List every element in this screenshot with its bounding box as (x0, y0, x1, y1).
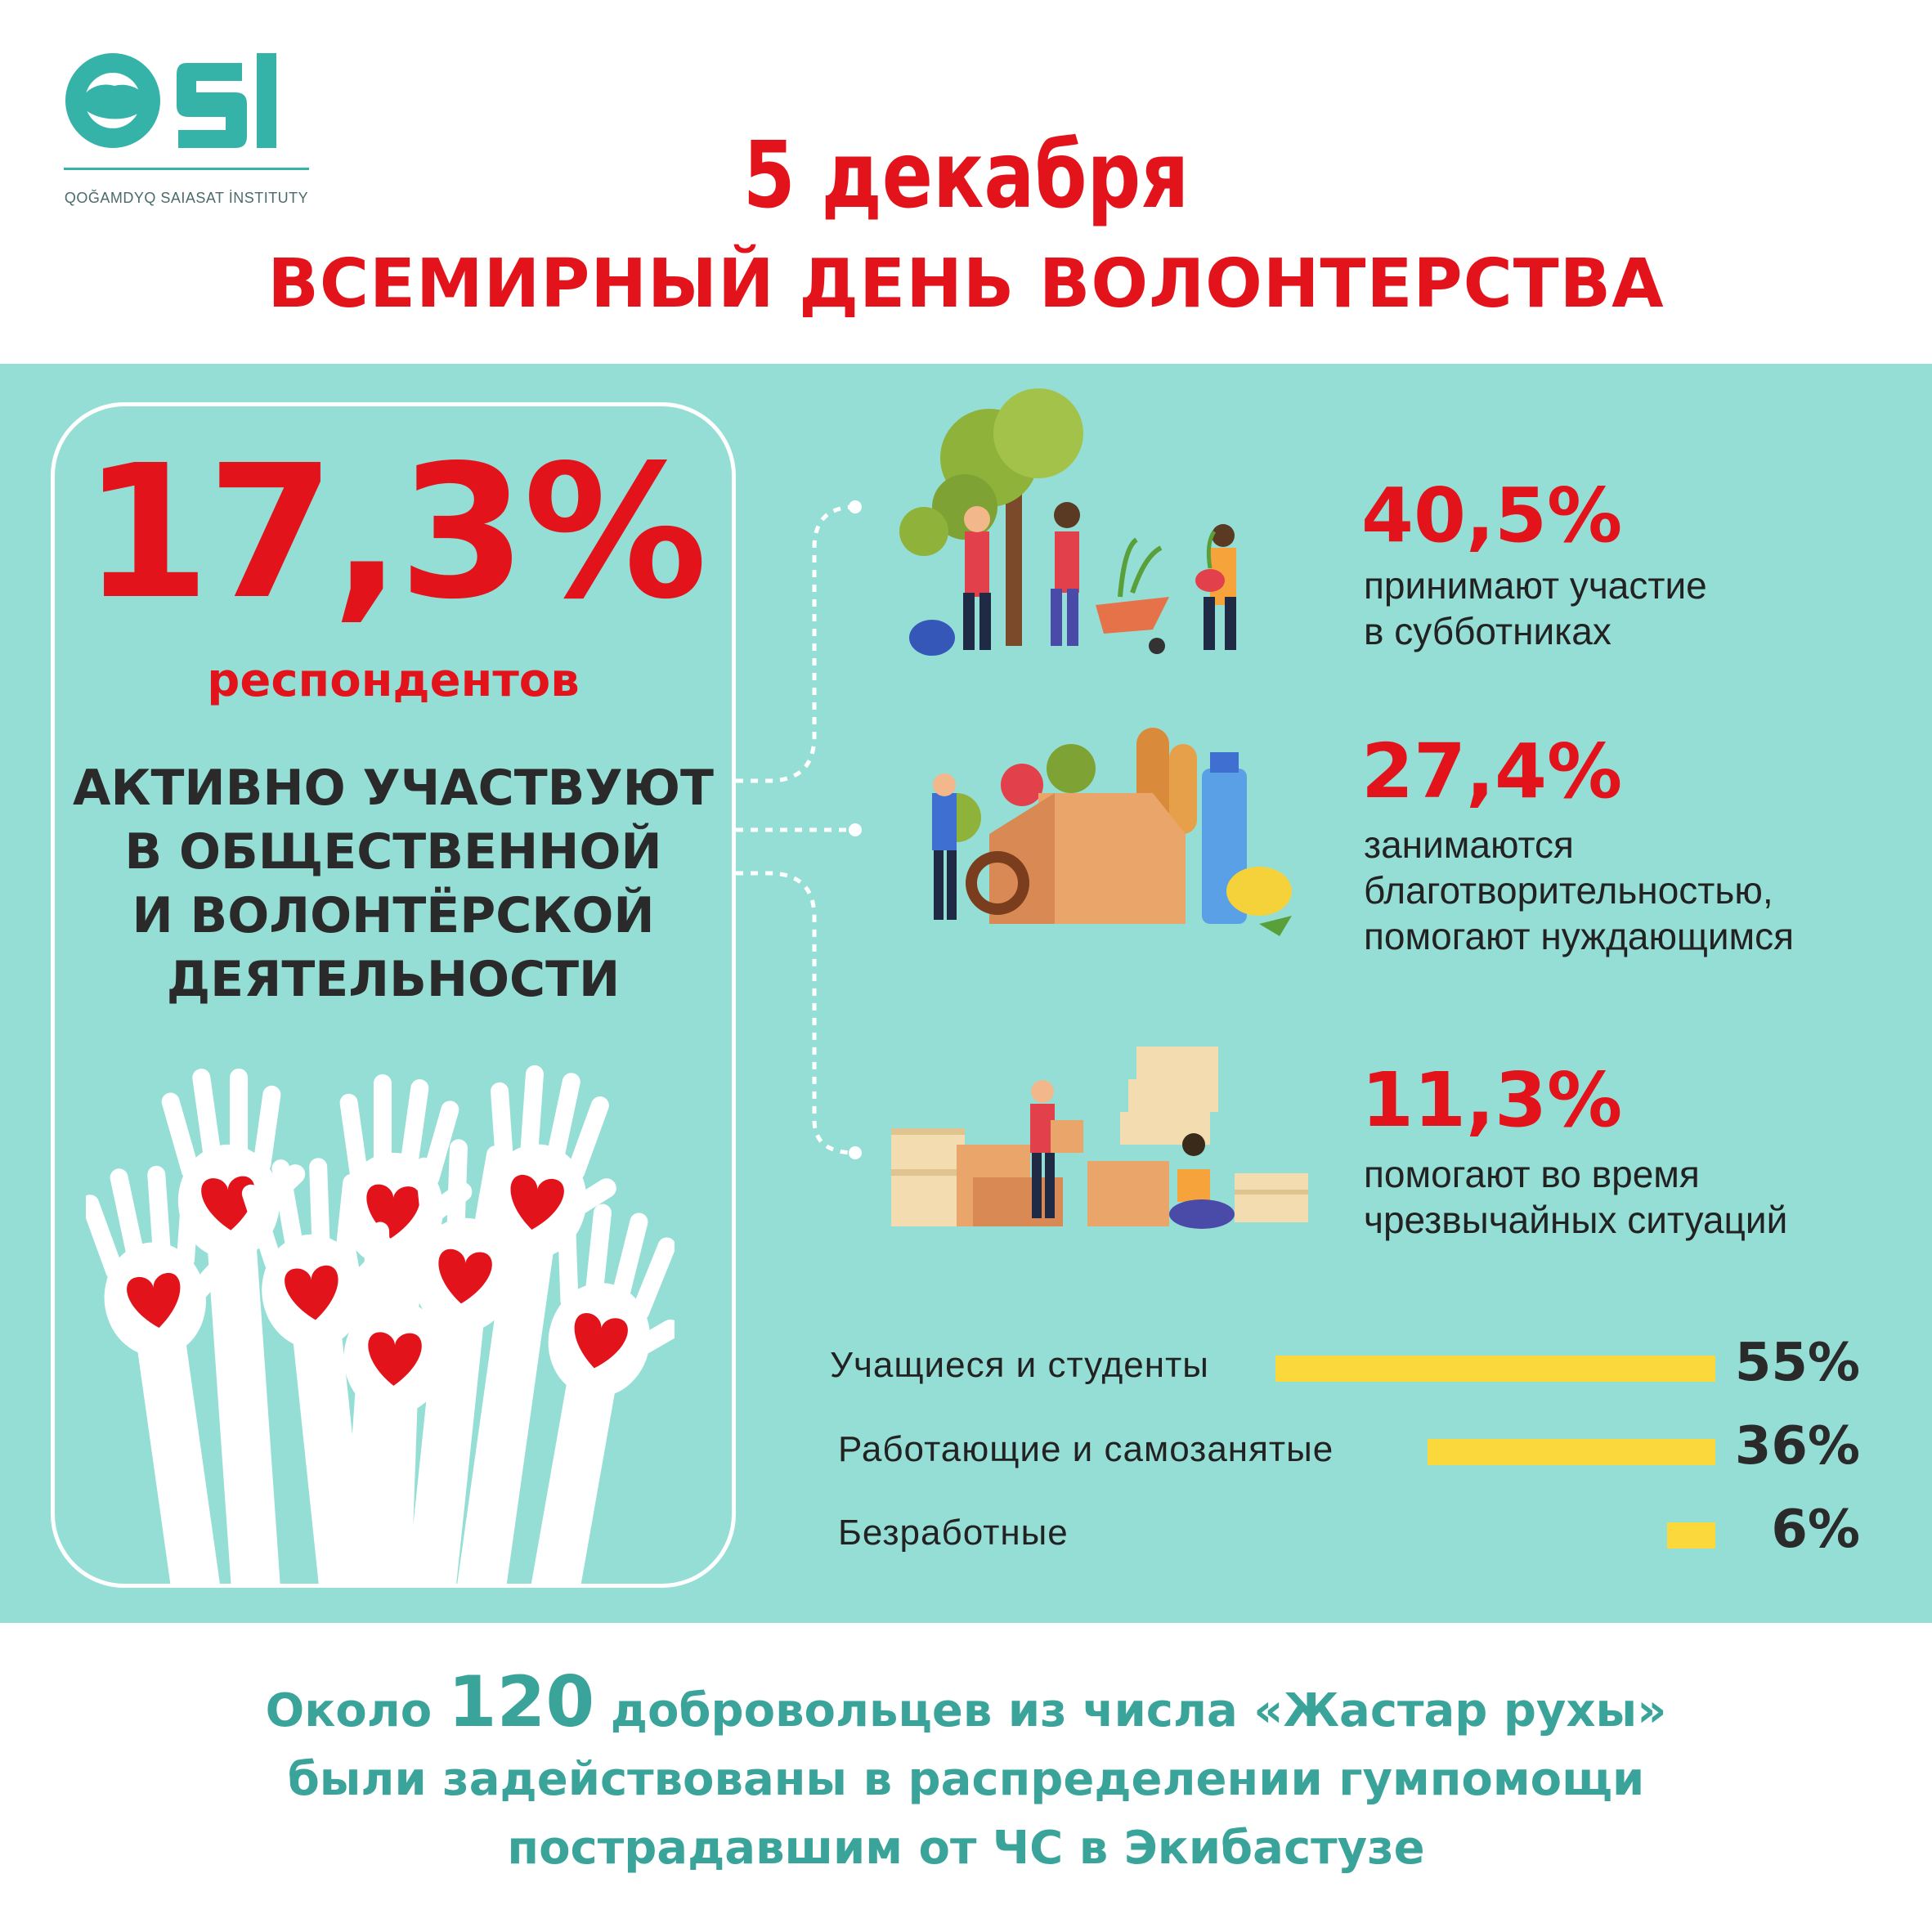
footer-line1-rest: добровольцев из числа «Жастар рухы» (594, 1684, 1667, 1737)
bar-value-unemployed: 6% (1771, 1499, 1860, 1560)
bar-value-employed: 36% (1734, 1416, 1860, 1477)
stat-desc-emergencies: помогают во время чрезвычайных ситуаций (1364, 1153, 1788, 1241)
stat-value-charity: 27,4% (1361, 728, 1623, 815)
footer-prefix: Около (265, 1684, 448, 1737)
footer-text: Около 120 добровольцев из числа «Жастар … (0, 1667, 1932, 1883)
highlight-percent: 17,3% (82, 426, 708, 640)
bar-value-students: 55% (1734, 1333, 1860, 1393)
bar-label-students: Учащиеся и студенты (830, 1345, 1209, 1385)
respondents-label: респондентов (207, 654, 580, 707)
main-title: ВСЕМИРНЫЙ ДЕНЬ ВОЛОНТЕРСТВА (267, 245, 1665, 323)
footer-number: 120 (447, 1661, 595, 1743)
emergency-aid-boxes-illustration (891, 1047, 1308, 1229)
bar-label-unemployed: Безработные (838, 1513, 1069, 1553)
bar-students (1275, 1356, 1715, 1382)
bar-label-employed: Работающие и самозанятые (838, 1429, 1334, 1469)
bar-employed (1428, 1439, 1715, 1465)
stat-value-emergencies: 11,3% (1361, 1056, 1623, 1144)
dotted-connector (736, 500, 862, 1159)
date-title: 5 декабря (742, 123, 1190, 229)
footer-line-2: были задействованы в распределении гумпо… (287, 1753, 1645, 1806)
stat-value-cleanups: 40,5% (1361, 472, 1623, 559)
raised-hands-hearts-illustration (86, 1058, 675, 1586)
charity-food-box-illustration (932, 728, 1292, 936)
stat-desc-charity: занимаются благотворительностью, помогаю… (1364, 823, 1795, 957)
highlight-description: АКТИВНО УЧАСТВУЮТ В ОБЩЕСТВЕННОЙ И ВОЛОН… (73, 760, 714, 1008)
footer-line-1: Около 120 добровольцев из числа «Жастар … (0, 1667, 1932, 1746)
stat-desc-cleanups: принимают участие в субботниках (1364, 564, 1707, 652)
volunteers-planting-trees-illustration (899, 388, 1236, 656)
qsi-logo (64, 53, 309, 170)
bar-unemployed (1667, 1522, 1715, 1549)
footer-line-3: пострадавшим от ЧС в Экибастузе (507, 1822, 1425, 1875)
logo-caption: QOĞAMDYQ SAIASAT İNSTITUTY (64, 190, 309, 206)
